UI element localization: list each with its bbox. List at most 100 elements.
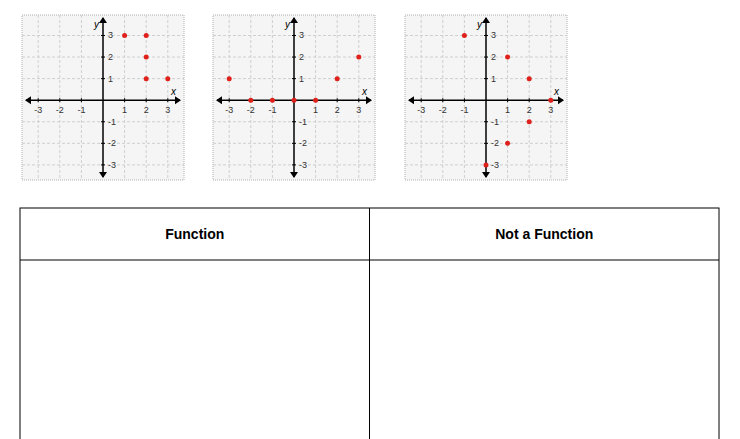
- grid-line: [405, 35, 567, 36]
- grid-line: [272, 15, 273, 180]
- axis-arrow: [366, 96, 372, 104]
- grid-line: [442, 15, 443, 180]
- tick-label: -1: [77, 105, 85, 115]
- tick-label: -1: [491, 117, 499, 127]
- tick-label: 2: [299, 52, 304, 62]
- grid-line: [22, 57, 184, 58]
- tick-mark: [101, 57, 105, 58]
- point: [227, 76, 232, 81]
- axis-arrow: [290, 172, 298, 178]
- tick-label: 1: [299, 74, 304, 84]
- grid-line: [421, 15, 422, 180]
- tick-label: 2: [144, 105, 149, 115]
- tick-label: -2: [491, 138, 499, 148]
- point: [144, 55, 149, 60]
- tick-label: 1: [491, 74, 496, 84]
- tick-label: -1: [460, 105, 468, 115]
- tick-mark: [124, 98, 125, 102]
- point: [505, 141, 510, 146]
- grid-line: [22, 78, 184, 79]
- point: [144, 33, 149, 38]
- axis-arrow: [99, 17, 107, 23]
- y-axis: [485, 18, 487, 177]
- axis-arrow: [25, 96, 31, 104]
- tick-label: 1: [313, 105, 318, 115]
- point: [292, 98, 297, 103]
- point: [505, 55, 510, 60]
- tick-mark: [484, 143, 488, 144]
- table-header: Not a Function: [495, 226, 593, 242]
- tick-label: 2: [108, 52, 113, 62]
- tick-label: -2: [439, 105, 447, 115]
- point: [527, 119, 532, 124]
- tick-label: 3: [356, 105, 361, 115]
- tick-mark: [292, 143, 296, 144]
- tick-mark: [484, 57, 488, 58]
- tick-label: -2: [299, 138, 307, 148]
- grid-line: [22, 143, 184, 144]
- tick-mark: [507, 98, 508, 102]
- tick-mark: [484, 78, 488, 79]
- tick-label: -3: [225, 105, 233, 115]
- tick-mark: [101, 164, 105, 165]
- tick-mark: [337, 98, 338, 102]
- table: FunctionNot a Function: [20, 208, 719, 439]
- grid-line: [464, 15, 465, 180]
- table-frame: [20, 208, 719, 439]
- grid-line: [213, 35, 375, 36]
- chart-panel: -3-2-1123-3-2-1123xy: [22, 15, 184, 180]
- grid-line: [358, 15, 359, 180]
- table-rule: [369, 208, 370, 439]
- axis-arrow: [175, 96, 181, 104]
- axis-arrow: [482, 172, 490, 178]
- axis-label: x: [361, 86, 368, 97]
- tick-label: -3: [491, 160, 499, 170]
- grid-line: [550, 15, 551, 180]
- axis-arrow: [408, 96, 414, 104]
- tick-label: 3: [108, 30, 113, 40]
- tick-mark: [229, 98, 230, 102]
- tick-label: -1: [108, 117, 116, 127]
- tick-label: 1: [122, 105, 127, 115]
- grid-line: [315, 15, 316, 180]
- tick-mark: [292, 35, 296, 36]
- grid-line: [405, 143, 567, 144]
- chart-panel: -3-2-1123-3-2-1123xy: [213, 15, 375, 180]
- tick-mark: [81, 98, 82, 102]
- tick-label: 3: [165, 105, 170, 115]
- grid-line: [250, 15, 251, 180]
- grid-line: [213, 164, 375, 165]
- grid-line: [124, 15, 125, 180]
- grid-line: [529, 15, 530, 180]
- point: [122, 33, 127, 38]
- tick-label: 3: [491, 30, 496, 40]
- points: [122, 33, 170, 81]
- tick-mark: [421, 98, 422, 102]
- axis-label: x: [170, 86, 177, 97]
- y-axis: [102, 18, 104, 177]
- tick-label: -1: [268, 105, 276, 115]
- point: [144, 76, 149, 81]
- grid-line: [213, 57, 375, 58]
- grid-line: [229, 15, 230, 180]
- grid-line: [213, 78, 375, 79]
- grid-line: [146, 15, 147, 180]
- tick-label: 3: [548, 105, 553, 115]
- points: [227, 55, 362, 103]
- grid-line: [22, 121, 184, 122]
- point: [527, 76, 532, 81]
- points: [462, 33, 553, 167]
- page: -3-2-1123-3-2-1123xy-3-2-1123-3-2-1123xy…: [0, 0, 740, 439]
- tick-mark: [484, 121, 488, 122]
- point: [270, 98, 275, 103]
- grid-line: [337, 15, 338, 180]
- plot-frame: [22, 15, 184, 180]
- point: [548, 98, 553, 103]
- chart-panel: -3-2-1123-3-2-1123xy: [405, 15, 567, 180]
- tick-mark: [292, 78, 296, 79]
- tick-label: 1: [108, 74, 113, 84]
- axis-arrow: [99, 172, 107, 178]
- grid-line: [81, 15, 82, 180]
- tick-label: -2: [56, 105, 64, 115]
- tick-label: -3: [417, 105, 425, 115]
